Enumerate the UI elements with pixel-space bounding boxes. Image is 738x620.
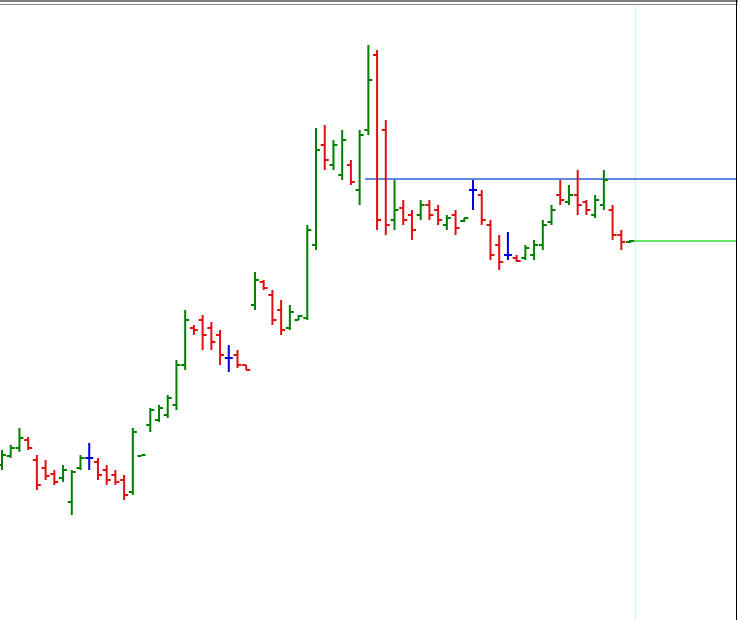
chart — [0, 0, 738, 620]
